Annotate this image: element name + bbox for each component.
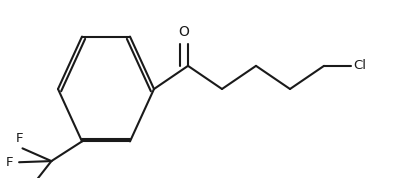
Text: F: F: [6, 156, 13, 169]
Text: F: F: [16, 132, 23, 145]
Text: O: O: [178, 25, 190, 38]
Text: Cl: Cl: [353, 59, 366, 72]
